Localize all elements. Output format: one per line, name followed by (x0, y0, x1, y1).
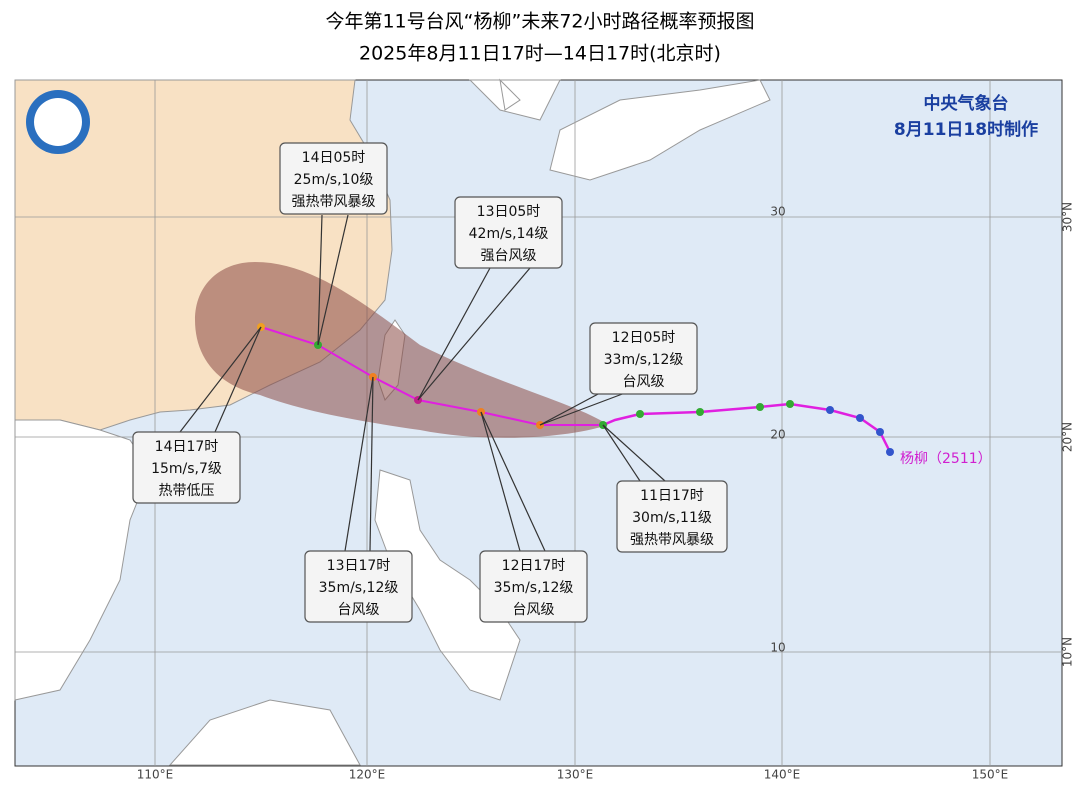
lat-label: 30°N (1061, 202, 1075, 232)
lat-label: 10°N (1061, 637, 1075, 667)
forecast-time: 11日17时 (640, 488, 704, 504)
forecast-box-bg (589, 322, 698, 395)
forecast-time: 14日05时 (302, 150, 366, 166)
grid-label: 10 (770, 641, 785, 655)
forecast-time: 13日17时 (327, 558, 391, 574)
forecast-box-bg (616, 480, 728, 553)
forecast-wind: 35m/s,12级 (494, 580, 574, 596)
lat-label: 20°N (1061, 422, 1075, 452)
logo-inner (34, 98, 82, 146)
lon-label: 120°E (349, 768, 386, 782)
lon-label: 150°E (972, 768, 1009, 782)
forecast-category: 台风级 (338, 602, 380, 618)
grid-label: 30 (770, 205, 785, 219)
forecast-time: 12日05时 (612, 330, 676, 346)
subtitle: 2025年8月11日17时—14日17时(北京时) (359, 43, 721, 65)
forecast-time: 14日17时 (155, 439, 219, 455)
lon-label: 110°E (137, 768, 174, 782)
forecast-box-bg (304, 550, 413, 623)
forecast-wind: 35m/s,12级 (319, 580, 399, 596)
forecast-wind: 33m/s,12级 (604, 352, 684, 368)
forecast-category: 强热带风暴级 (292, 194, 376, 210)
probability-cone (195, 262, 608, 438)
forecast-time: 13日05时 (477, 204, 541, 220)
forecast-box-bg (132, 431, 241, 504)
lon-label: 140°E (764, 768, 801, 782)
forecast-box-bg (479, 550, 588, 623)
pointers (179, 214, 666, 552)
agency-name: 中央气象台 (924, 93, 1009, 114)
forecast-box-bg (454, 196, 563, 269)
forecast-category: 强热带风暴级 (630, 532, 714, 548)
past-track (602, 402, 892, 453)
typhoon-name: 杨柳（2511） (900, 450, 992, 467)
forecast-wind: 30m/s,11级 (632, 510, 712, 526)
forecast-wind: 25m/s,10级 (294, 172, 374, 188)
forecast-wind: 42m/s,14级 (469, 226, 549, 242)
forecast-category: 强台风级 (481, 248, 537, 264)
lon-label: 130°E (557, 768, 594, 782)
title: 今年第11号台风“杨柳”未来72小时路径概率预报图 (325, 11, 754, 33)
forecast-time: 12日17时 (502, 558, 566, 574)
forecast-box-bg (279, 142, 388, 215)
forecast-category: 台风级 (513, 602, 555, 618)
forecast-category: 热带低压 (159, 483, 215, 499)
forecast-wind: 15m/s,7级 (151, 461, 222, 477)
grid-label: 20 (770, 428, 785, 442)
issue-time: 8月11日18时制作 (894, 119, 1038, 140)
forecast-category: 台风级 (623, 374, 665, 390)
